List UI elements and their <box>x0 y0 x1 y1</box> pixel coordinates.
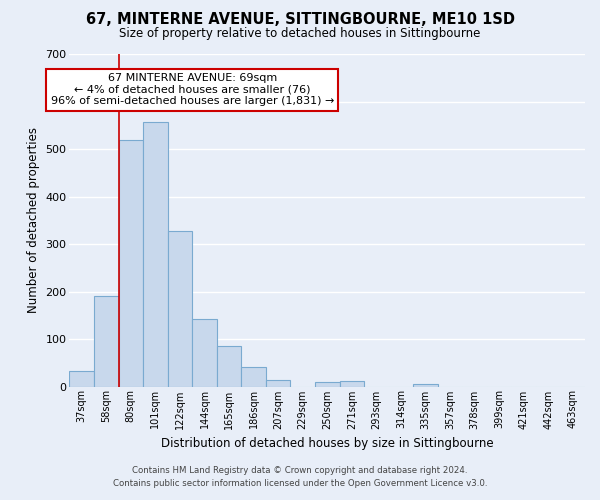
Bar <box>192 318 217 386</box>
Bar <box>241 367 266 386</box>
Text: Size of property relative to detached houses in Sittingbourne: Size of property relative to detached ho… <box>119 28 481 40</box>
Bar <box>143 122 167 386</box>
Bar <box>266 380 290 386</box>
Bar <box>167 230 192 386</box>
Text: Contains HM Land Registry data © Crown copyright and database right 2024.
Contai: Contains HM Land Registry data © Crown c… <box>113 466 487 487</box>
Bar <box>94 296 119 386</box>
Text: 67 MINTERNE AVENUE: 69sqm
← 4% of detached houses are smaller (76)
96% of semi-d: 67 MINTERNE AVENUE: 69sqm ← 4% of detach… <box>50 73 334 106</box>
Bar <box>217 346 241 387</box>
Bar <box>70 371 94 386</box>
X-axis label: Distribution of detached houses by size in Sittingbourne: Distribution of detached houses by size … <box>161 437 494 450</box>
Bar <box>413 384 438 386</box>
Bar <box>340 382 364 386</box>
Text: 67, MINTERNE AVENUE, SITTINGBOURNE, ME10 1SD: 67, MINTERNE AVENUE, SITTINGBOURNE, ME10… <box>86 12 515 28</box>
Bar <box>315 382 340 386</box>
Bar <box>119 140 143 386</box>
Y-axis label: Number of detached properties: Number of detached properties <box>27 128 40 314</box>
